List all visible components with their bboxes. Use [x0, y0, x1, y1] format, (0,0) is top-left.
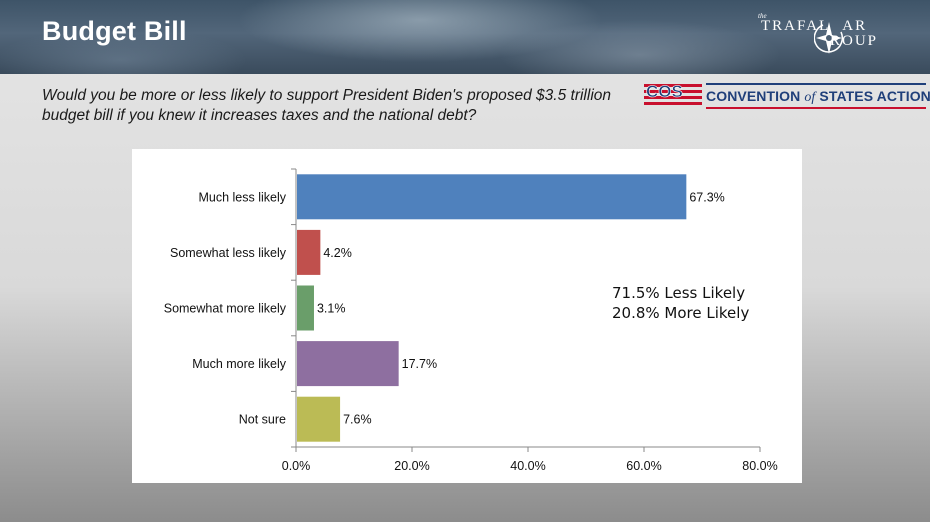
data-label: 7.6% — [343, 413, 372, 427]
logo-the: the — [758, 12, 767, 20]
x-tick-label: 80.0% — [742, 459, 777, 473]
logo-line2: ROUP — [830, 33, 879, 49]
category-label: Much more likely — [192, 357, 287, 371]
summary-more-likely: 20.8% More Likely — [612, 304, 750, 322]
cos-name: CONVENTION of STATES ACTION — [706, 88, 930, 105]
cos-bottom-rule — [706, 107, 926, 109]
bar — [297, 229, 321, 275]
bar — [297, 285, 314, 331]
cos-top-rule — [706, 83, 926, 85]
logo-line1: TRAFAL AR — [761, 18, 868, 34]
x-tick-label: 20.0% — [394, 459, 429, 473]
bar — [297, 396, 341, 442]
cos-abbr: COS — [646, 82, 683, 101]
summary-box: 71.5% Less Likely 20.8% More Likely — [612, 283, 749, 323]
category-label: Much less likely — [198, 190, 286, 204]
data-label: 4.2% — [323, 246, 352, 260]
bar — [297, 341, 399, 387]
category-label: Not sure — [239, 413, 286, 427]
slide-title: Budget Bill — [42, 16, 187, 46]
header-banner: Budget Bill the TRAFAL AR ROUP — [0, 0, 930, 74]
summary-less-likely: 71.5% Less Likely — [612, 284, 746, 302]
x-tick-label: 0.0% — [282, 459, 311, 473]
cos-logo: COS CONVENTION of STATES ACTION — [644, 80, 930, 110]
data-label: 67.3% — [689, 190, 724, 204]
category-label: Somewhat more likely — [164, 302, 287, 316]
flag-stripes-icon: COS — [644, 82, 702, 105]
bar — [297, 174, 687, 220]
category-label: Somewhat less likely — [170, 246, 287, 260]
trafalgar-group-logo: the TRAFAL AR ROUP — [758, 10, 908, 62]
bar-chart: 0.0% 20.0% 40.0% 60.0% 80.0% Much less likely… — [164, 168, 778, 473]
compass-rose-icon — [814, 22, 844, 54]
data-label: 3.1% — [317, 302, 346, 316]
x-tick-label: 40.0% — [510, 459, 545, 473]
data-label: 17.7% — [402, 357, 437, 371]
x-tick-label: 60.0% — [626, 459, 661, 473]
chart-panel: 0.0% 20.0% 40.0% 60.0% 80.0% Much less likely… — [132, 149, 802, 483]
survey-question: Would you be more or less likely to supp… — [42, 87, 612, 124]
